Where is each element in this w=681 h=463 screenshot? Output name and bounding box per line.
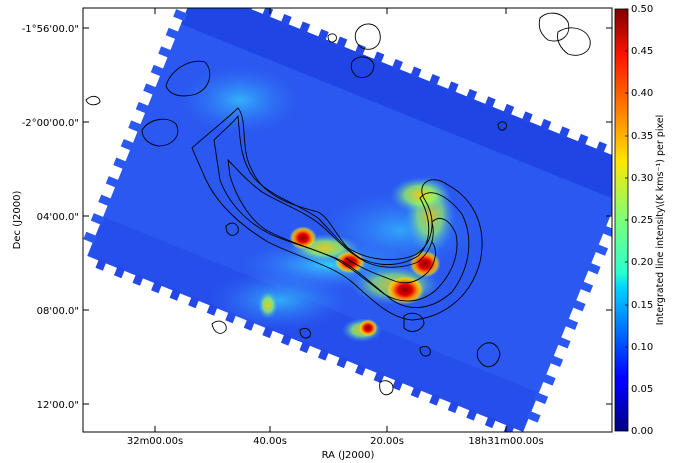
emission-peak-2	[334, 250, 366, 274]
colorbar-tick-label: 0.05	[631, 384, 653, 395]
x-tick-label: 20.00s	[370, 436, 404, 447]
colorbar-tick-label: 0.45	[631, 46, 653, 57]
x-tick-label: 32m00.00s	[127, 436, 183, 447]
colorbar-tick-label: 0.40	[631, 88, 653, 99]
emission-peaks	[289, 226, 441, 337]
colorbar-tick-label: 0.50	[631, 4, 653, 15]
colorbar-tick-label: 0.00	[631, 426, 653, 437]
y-tick-label: 12'00.0"	[37, 400, 79, 411]
colorbar-tick-label: 0.10	[631, 342, 653, 353]
x-axis	[154, 8, 507, 432]
colorbar-label: Intergrated line intensity\(K kms⁻¹) per…	[655, 115, 666, 326]
y-axis-label: Dec (J2000)	[12, 191, 23, 250]
x-tick-label: 40.00s	[253, 436, 287, 447]
emission-peak-4	[385, 275, 425, 305]
colorbar-ticks	[625, 8, 628, 432]
emission-peak-5	[358, 319, 378, 337]
x-axis-label: RA (J2000)	[322, 450, 375, 461]
emission-filament	[180, 65, 480, 342]
plot-frame	[82, 7, 613, 433]
contours	[85, 12, 591, 396]
colorbar-tick-label: 0.35	[631, 131, 653, 142]
y-axis	[83, 27, 612, 405]
y-tick-label: -2°00'00.0"	[22, 118, 79, 129]
x-tick-label: 18h31m00.00s	[468, 436, 543, 447]
y-tick-label: 04'00.0"	[37, 212, 79, 223]
y-tick-label: -1°56'00.0"	[22, 24, 79, 35]
colorbar-tick-label: 0.25	[631, 215, 653, 226]
colorbar-tick-label: 0.20	[631, 257, 653, 268]
colorbar-tick-label: 0.30	[631, 173, 653, 184]
y-tick-label: 08'00.0"	[37, 306, 79, 317]
colorbar-tick-label: 0.15	[631, 300, 653, 311]
